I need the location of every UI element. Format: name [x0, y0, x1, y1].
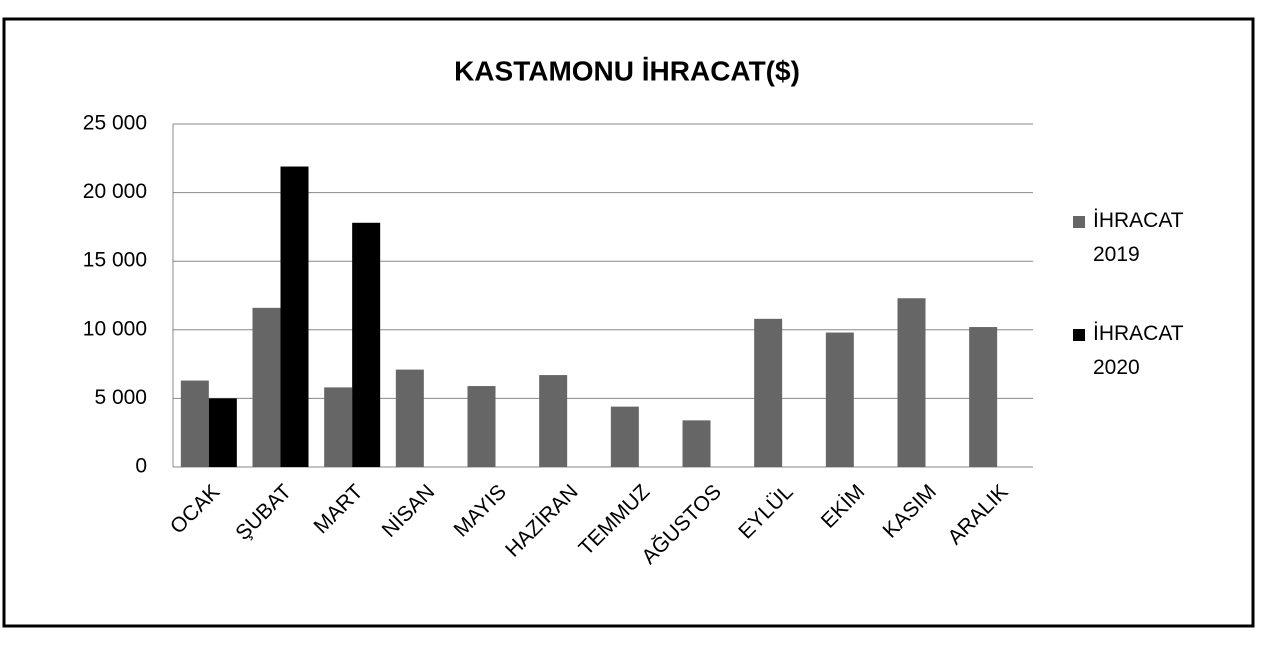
legend-label: İHRACAT 2020 — [1093, 322, 1184, 379]
bar — [754, 318, 783, 467]
bar — [897, 298, 926, 467]
bar — [825, 332, 854, 467]
legend-label: İHRACAT 2019 — [1093, 209, 1184, 266]
chart-title: KASTAMONU İHRACAT($) — [454, 55, 800, 86]
y-tick-label: 25 000 — [83, 112, 147, 135]
bar — [252, 307, 281, 467]
bar — [208, 398, 237, 467]
bar — [539, 375, 568, 467]
bar — [467, 386, 496, 467]
bar — [352, 222, 381, 467]
legend-swatch — [1073, 329, 1085, 341]
bar — [180, 380, 209, 467]
bar — [324, 387, 353, 467]
y-tick-label: 15 000 — [83, 249, 147, 272]
bar — [280, 166, 309, 468]
y-tick-label: 10 000 — [83, 317, 147, 340]
legend-swatch — [1073, 216, 1085, 228]
bar — [395, 369, 424, 467]
y-tick-label: 20 000 — [83, 180, 147, 203]
y-tick-label: 5 000 — [94, 386, 147, 409]
bar — [610, 406, 639, 467]
y-tick-label: 0 — [135, 455, 147, 478]
bar — [682, 420, 711, 467]
bar — [969, 327, 998, 467]
chart-frame — [2, 17, 1255, 628]
